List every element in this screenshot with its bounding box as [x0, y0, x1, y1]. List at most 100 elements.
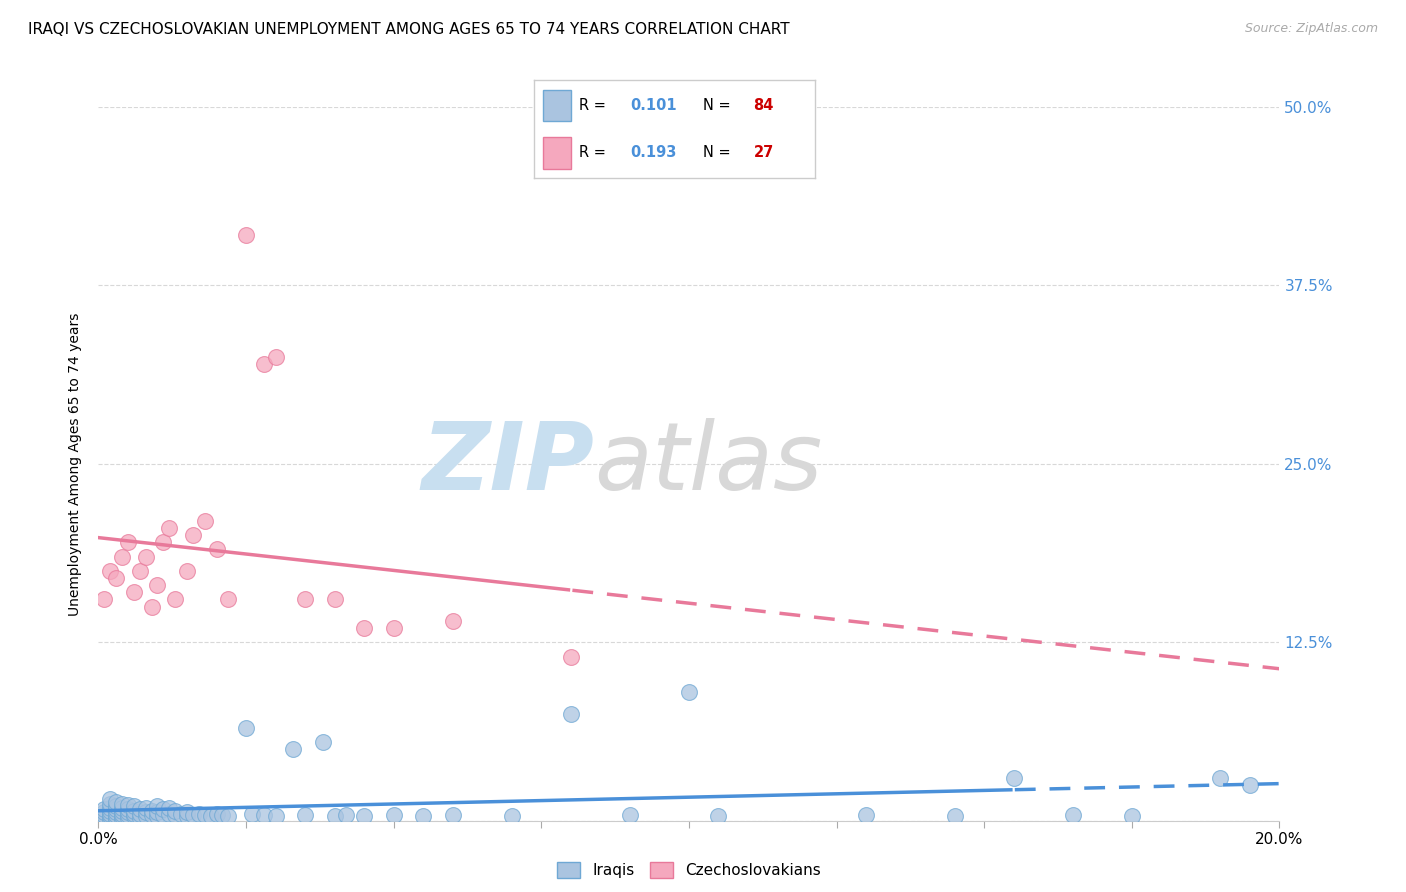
Point — [217, 592, 239, 607]
Text: N =: N = — [703, 98, 735, 113]
Bar — [543, 90, 571, 121]
Point — [141, 804, 163, 818]
Point — [253, 808, 276, 822]
Point — [205, 806, 228, 821]
Point — [105, 811, 128, 825]
Point — [157, 806, 180, 821]
Point — [707, 809, 730, 823]
Point — [117, 808, 139, 822]
Point — [111, 806, 134, 821]
Text: R =: R = — [579, 145, 610, 161]
Point — [111, 812, 134, 826]
Text: 84: 84 — [754, 98, 773, 113]
Point — [678, 685, 700, 699]
Point — [335, 808, 357, 822]
Text: 0.101: 0.101 — [630, 98, 676, 113]
Point — [353, 621, 375, 635]
Point — [176, 809, 198, 823]
Y-axis label: Unemployment Among Ages 65 to 74 years: Unemployment Among Ages 65 to 74 years — [69, 312, 83, 615]
Point — [1121, 809, 1143, 823]
Point — [111, 809, 134, 823]
Point — [501, 809, 523, 823]
Point — [128, 811, 150, 825]
Point — [323, 809, 346, 823]
Text: 27: 27 — [754, 145, 773, 161]
Point — [122, 804, 145, 818]
Point — [146, 578, 169, 592]
Text: Source: ZipAtlas.com: Source: ZipAtlas.com — [1244, 22, 1378, 36]
Point — [253, 357, 276, 371]
Point — [294, 808, 316, 822]
Point — [146, 805, 169, 819]
Point — [441, 614, 464, 628]
Point — [98, 792, 121, 806]
Point — [105, 802, 128, 816]
Point — [128, 564, 150, 578]
Point — [111, 801, 134, 815]
Point — [1209, 771, 1232, 785]
Text: R =: R = — [579, 98, 610, 113]
Point — [111, 549, 134, 564]
Point — [1062, 808, 1084, 822]
Bar — [543, 137, 571, 169]
Point — [264, 809, 287, 823]
Point — [200, 809, 222, 823]
Point — [353, 809, 375, 823]
Point — [560, 649, 582, 664]
Point — [105, 795, 128, 809]
Point — [117, 802, 139, 816]
Point — [194, 808, 217, 822]
Point — [152, 808, 174, 822]
Point — [181, 528, 204, 542]
Point — [283, 742, 305, 756]
Point — [98, 797, 121, 811]
Point — [152, 802, 174, 816]
Point — [117, 811, 139, 825]
Point — [211, 808, 233, 822]
Point — [294, 592, 316, 607]
Point — [412, 809, 434, 823]
Point — [235, 228, 257, 243]
Point — [170, 806, 193, 821]
Point — [111, 804, 134, 818]
Point — [98, 801, 121, 815]
Point — [93, 811, 115, 825]
Point — [382, 808, 405, 822]
Point — [165, 592, 187, 607]
Point — [176, 564, 198, 578]
Point — [176, 805, 198, 819]
Point — [117, 535, 139, 549]
Point — [105, 808, 128, 822]
Point — [165, 808, 187, 822]
Point — [264, 350, 287, 364]
Point — [135, 805, 157, 819]
Point — [855, 808, 877, 822]
Point — [117, 797, 139, 812]
Point — [135, 809, 157, 823]
Point — [240, 806, 263, 821]
Point — [93, 805, 115, 819]
Point — [111, 797, 134, 811]
Point — [181, 808, 204, 822]
Point — [141, 599, 163, 614]
Point — [312, 735, 335, 749]
Point — [135, 801, 157, 815]
Point — [187, 806, 209, 821]
Point — [93, 808, 115, 822]
Point — [105, 571, 128, 585]
Point — [943, 809, 966, 823]
Point — [194, 514, 217, 528]
Point — [122, 585, 145, 599]
Point — [1002, 771, 1025, 785]
Point — [146, 799, 169, 814]
Point — [93, 802, 115, 816]
Point — [165, 804, 187, 818]
Point — [235, 721, 257, 735]
Point — [135, 549, 157, 564]
Point — [157, 521, 180, 535]
Point — [146, 809, 169, 823]
Point — [141, 808, 163, 822]
Point — [98, 804, 121, 818]
Point — [1239, 778, 1261, 792]
Text: atlas: atlas — [595, 418, 823, 509]
